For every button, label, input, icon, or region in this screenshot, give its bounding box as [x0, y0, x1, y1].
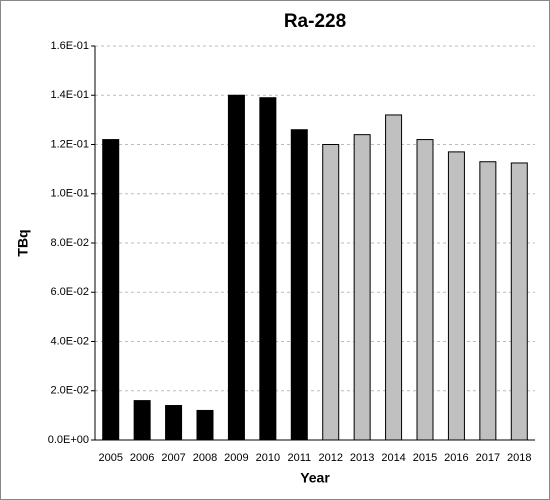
- x-tick-label: 2005: [98, 452, 122, 464]
- x-tick-label: 2013: [350, 452, 374, 464]
- x-tick-label: 2017: [476, 452, 500, 464]
- bar: [385, 114, 403, 441]
- bar: [290, 129, 308, 441]
- x-tick-label: 2009: [224, 452, 248, 464]
- bar: [510, 162, 528, 441]
- y-tick-label: 4.0E-02: [50, 335, 89, 347]
- bar: [102, 139, 120, 441]
- x-tick-label: 2012: [318, 452, 342, 464]
- y-tick-label: 1.4E-01: [50, 89, 89, 101]
- x-tick-label: 2015: [413, 452, 437, 464]
- bar: [322, 144, 340, 441]
- x-tick-label: 2018: [507, 452, 531, 464]
- x-tick-label: 2011: [287, 452, 311, 464]
- bar: [196, 409, 214, 441]
- bar: [259, 97, 277, 441]
- x-axis-title: Year: [300, 470, 330, 486]
- y-tick-label: 2.0E-02: [50, 385, 89, 397]
- chart-title: Ra-228: [284, 11, 346, 32]
- bar: [165, 405, 183, 441]
- bar: [133, 400, 151, 441]
- bar: [353, 134, 371, 441]
- y-tick-label: 1.6E-01: [50, 40, 89, 52]
- x-tick-label: 2007: [161, 452, 185, 464]
- bar: [416, 139, 434, 441]
- x-tick-label: 2014: [381, 452, 405, 464]
- x-tick-label: 2016: [444, 452, 468, 464]
- y-tick-label: 1.2E-01: [50, 138, 89, 150]
- x-tick-label: 2006: [130, 452, 154, 464]
- bar: [447, 151, 465, 441]
- y-tick-label: 6.0E-02: [50, 286, 89, 298]
- y-tick-label: 1.0E-01: [50, 188, 89, 200]
- bar: [227, 94, 245, 441]
- y-axis-title: TBq: [15, 229, 31, 256]
- x-tick-label: 2008: [193, 452, 217, 464]
- bar: [479, 161, 497, 441]
- y-tick-label: 0.0E+00: [48, 434, 89, 446]
- x-tick-label: 2010: [256, 452, 280, 464]
- y-tick-label: 8.0E-02: [50, 237, 89, 249]
